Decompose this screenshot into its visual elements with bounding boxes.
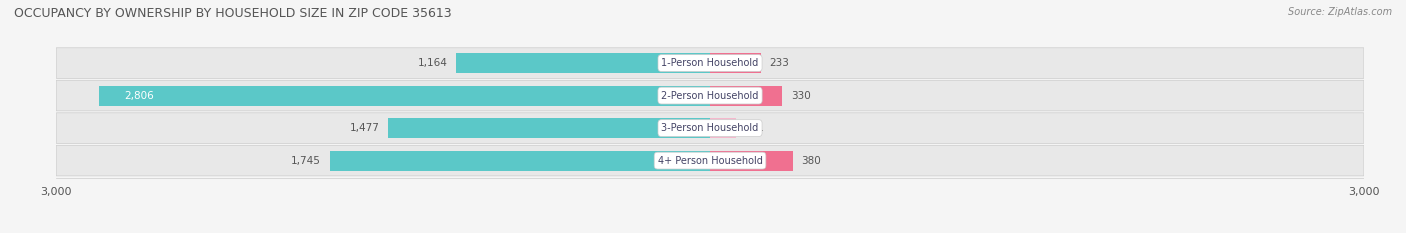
Bar: [388, 118, 710, 138]
Text: 2,806: 2,806: [125, 91, 155, 101]
Text: 233: 233: [769, 58, 789, 68]
FancyBboxPatch shape: [56, 48, 1364, 78]
Text: 1-Person Household: 1-Person Household: [661, 58, 759, 68]
Bar: [330, 151, 710, 171]
Text: 380: 380: [801, 156, 821, 166]
FancyBboxPatch shape: [56, 145, 1364, 176]
Text: 121: 121: [745, 123, 765, 133]
Text: 1,745: 1,745: [291, 156, 321, 166]
Text: 1,164: 1,164: [418, 58, 447, 68]
Bar: [98, 86, 710, 106]
Text: 1,477: 1,477: [350, 123, 380, 133]
Text: Source: ZipAtlas.com: Source: ZipAtlas.com: [1288, 7, 1392, 17]
Bar: [710, 86, 782, 106]
Text: 3-Person Household: 3-Person Household: [661, 123, 759, 133]
Text: 330: 330: [790, 91, 810, 101]
Bar: [710, 53, 761, 73]
FancyBboxPatch shape: [56, 80, 1364, 111]
Bar: [710, 151, 793, 171]
Bar: [457, 53, 710, 73]
FancyBboxPatch shape: [56, 113, 1364, 143]
Text: 4+ Person Household: 4+ Person Household: [658, 156, 762, 166]
Text: 2-Person Household: 2-Person Household: [661, 91, 759, 101]
Text: OCCUPANCY BY OWNERSHIP BY HOUSEHOLD SIZE IN ZIP CODE 35613: OCCUPANCY BY OWNERSHIP BY HOUSEHOLD SIZE…: [14, 7, 451, 20]
Bar: [710, 118, 737, 138]
